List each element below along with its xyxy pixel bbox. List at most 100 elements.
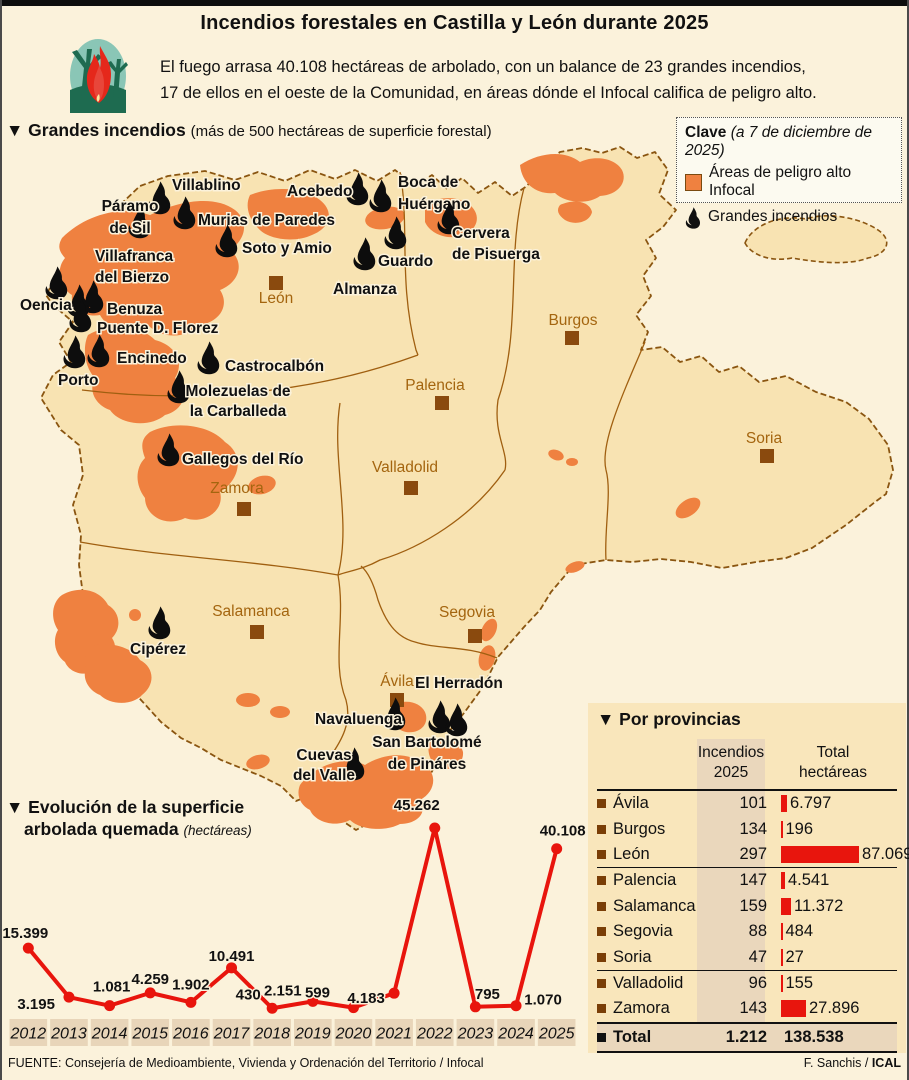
year-cell bbox=[172, 1019, 210, 1046]
chart-point bbox=[22, 942, 34, 954]
year-cell bbox=[375, 1019, 413, 1046]
chart-point-label: 795 bbox=[475, 986, 500, 1003]
footer: FUENTE: Consejería de Medioambiente, Viv… bbox=[8, 1056, 901, 1070]
fire-label: El Herradón bbox=[415, 675, 503, 692]
legend-item-label: Áreas de peligro alto Infocal bbox=[709, 164, 852, 199]
chart-point bbox=[63, 991, 75, 1003]
province-border bbox=[604, 341, 646, 561]
hectareas-cell: 484 bbox=[781, 922, 897, 941]
fire-marker: Cervera de Pisuerga bbox=[437, 201, 542, 265]
province-border bbox=[337, 469, 506, 576]
legend-item-label: Grandes incendios bbox=[708, 208, 838, 225]
capital-label: Soria bbox=[746, 430, 783, 447]
year-label: 2024 bbox=[497, 1026, 534, 1043]
table-rule bbox=[597, 969, 897, 971]
fire-marker: Almanza bbox=[332, 237, 399, 300]
danger-area-patch bbox=[548, 449, 564, 461]
chart-heading-line1: ▼ Evolución de la superficie bbox=[6, 797, 245, 817]
danger-area-patch bbox=[428, 738, 464, 770]
fire-marker: Porto bbox=[57, 335, 100, 391]
table-rule bbox=[597, 1021, 897, 1024]
province-name: Soria bbox=[613, 947, 652, 966]
year-cell bbox=[415, 1019, 454, 1046]
province-border bbox=[399, 171, 419, 356]
table-row: Palencia 147 4.541 bbox=[597, 868, 897, 893]
danger-area-patch bbox=[236, 693, 260, 707]
fire-label: Cuevas bbox=[296, 747, 351, 764]
province-border bbox=[360, 565, 498, 659]
chart-line bbox=[26, 826, 559, 1011]
fire-marker: Soto y Amio bbox=[215, 224, 333, 259]
flame-icon bbox=[167, 370, 190, 404]
year-cell bbox=[334, 1019, 373, 1046]
fire-label: Gallegos del Río bbox=[182, 451, 303, 468]
year-cell bbox=[9, 1019, 48, 1046]
hectareas-value: 484 bbox=[785, 922, 814, 941]
capital-marker: Valladolid bbox=[372, 459, 438, 495]
capital-marker: Palencia bbox=[405, 377, 465, 410]
fire-marker: Encinedo bbox=[87, 334, 188, 369]
fire-marker: Benuza bbox=[81, 280, 164, 320]
flame-icon bbox=[128, 205, 151, 239]
danger-area-patch bbox=[247, 188, 329, 240]
credit-note: F. Sanchis / ICAL bbox=[803, 1056, 901, 1070]
year-cell bbox=[456, 1019, 495, 1046]
intro-line-1: El fuego arrasa 40.108 hectáreas de arbo… bbox=[160, 58, 806, 76]
hectareas-bar bbox=[781, 1000, 806, 1018]
year-cell bbox=[90, 1019, 129, 1046]
table-row: Soria 47 27 bbox=[597, 944, 897, 969]
fire-marker: Puente D. Florez bbox=[69, 299, 220, 339]
flame-icon bbox=[346, 172, 369, 206]
col-header-line: Incendios bbox=[697, 744, 765, 761]
capital-square bbox=[760, 449, 774, 463]
fire-label: del Bierzo bbox=[95, 269, 169, 286]
fire-label: Castrocalbón bbox=[225, 358, 324, 375]
table-rule bbox=[597, 1050, 897, 1053]
chart-point-label: 1.070 bbox=[524, 992, 562, 1009]
col-header-line: 2025 bbox=[713, 764, 749, 782]
col-header-line: hectáreas bbox=[798, 764, 868, 782]
fire-label: Murias de Paredes bbox=[198, 212, 335, 229]
chart-section-heading: ▼ Evolución de la superficie arbolada qu… bbox=[6, 797, 252, 841]
col-header-incendios: Incendios 2025 bbox=[697, 743, 765, 783]
capital-label: Palencia bbox=[405, 377, 465, 394]
orange-square-icon bbox=[685, 173, 702, 191]
chart-point bbox=[469, 1001, 481, 1013]
year-cell bbox=[497, 1019, 535, 1046]
capital-square bbox=[565, 331, 579, 345]
hectareas-bar bbox=[781, 872, 785, 890]
incendios-column-band bbox=[697, 739, 765, 1025]
fire-marker: Villafranca del Bierzo bbox=[45, 247, 175, 300]
hectareas-value: 4.541 bbox=[788, 871, 830, 890]
fire-label: Navaluenga bbox=[315, 711, 402, 728]
frame-left-bar bbox=[0, 0, 2, 1080]
incendios-count: 88 bbox=[748, 922, 767, 941]
danger-area-patch bbox=[248, 475, 276, 495]
province-name: Valladolid bbox=[613, 973, 684, 992]
fire-marker: Villablino bbox=[148, 176, 242, 215]
region-exclave bbox=[744, 215, 888, 264]
chart-point-label: 45.262 bbox=[394, 797, 440, 814]
provinces-table: Ávila 101 6.797 Burgos 134 196 León 297 87.069 Pa… bbox=[597, 789, 909, 1053]
fire-marker: Cipérez bbox=[129, 606, 188, 660]
danger-area-patch bbox=[270, 706, 290, 718]
fire-label: Porto bbox=[58, 372, 98, 389]
danger-area-patch bbox=[675, 497, 701, 519]
province-name: León bbox=[613, 844, 650, 863]
fire-label: Villafranca bbox=[95, 248, 174, 265]
fire-label: del Valle bbox=[293, 767, 355, 784]
capital-marker: Burgos bbox=[548, 312, 598, 345]
flame-icon bbox=[69, 299, 92, 333]
table-row: Ávila 101 6.797 bbox=[597, 791, 897, 816]
incendios-count: 101 bbox=[739, 794, 767, 813]
capital-square bbox=[404, 481, 418, 495]
map-section-heading: ▼ Grandes incendios (más de 500 hectárea… bbox=[6, 120, 492, 141]
flame-icon bbox=[353, 237, 376, 271]
flame-icon bbox=[428, 700, 451, 734]
capital-marker: León bbox=[259, 276, 293, 307]
province-border bbox=[329, 574, 349, 758]
capital-square bbox=[250, 625, 264, 639]
incendios-count: 96 bbox=[748, 973, 767, 992]
capital-square bbox=[435, 396, 449, 410]
capital-marker: Soria bbox=[746, 430, 783, 463]
